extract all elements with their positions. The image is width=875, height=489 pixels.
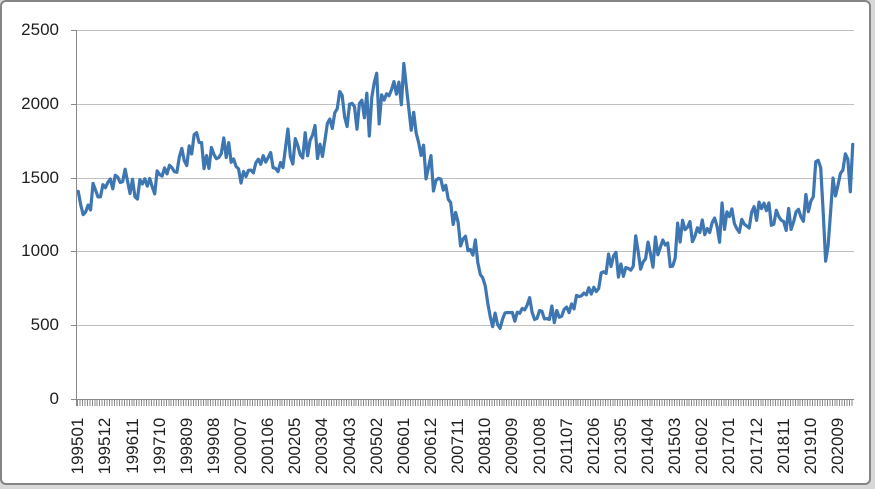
plot-area [76,30,855,399]
x-label-200403: 200403 [339,417,359,475]
x-label-201602: 201602 [692,417,712,475]
x-label-200909: 200909 [502,417,522,475]
x-label-200810: 200810 [475,417,495,475]
y-axis-line [76,30,77,406]
x-label-201404: 201404 [638,417,658,475]
y-label-2500: 2500 [21,20,59,39]
x-label-199908: 199908 [203,417,223,475]
y-tick-2000 [71,103,77,105]
y-label-0: 0 [49,389,59,408]
monthly-series-line [76,61,855,331]
y-label-500: 500 [30,315,59,335]
x-label-200205: 200205 [285,417,305,475]
x-label-200601: 200601 [393,417,413,475]
x-label-200007: 200007 [231,417,251,475]
x-label-201811: 201811 [773,418,793,474]
x-label-199501: 199501 [68,417,88,475]
y-tick-1500 [71,177,77,179]
gridline-2000 [77,103,854,105]
x-label-200612: 200612 [420,417,440,475]
x-label-201305: 201305 [610,417,630,475]
gridline-2500 [77,30,854,31]
x-label-201503: 201503 [665,417,685,475]
x-label-201008: 201008 [529,417,549,475]
gridline-1000 [77,251,854,253]
x-label-199710: 199710 [149,417,169,475]
y-label-2000: 2000 [21,93,59,113]
x-axis-line [77,399,854,400]
gridline-500 [77,325,854,327]
y-tick-2500 [71,30,77,31]
y-tick-1000 [71,251,77,253]
x-label-199611: 199611 [122,418,142,474]
y-tick-500 [71,325,77,327]
x-label-202009: 202009 [827,417,847,475]
x-label-201206: 201206 [583,417,603,475]
x-label-200304: 200304 [312,417,332,475]
x-label-201107: 201107 [556,418,576,474]
x-label-200502: 200502 [366,417,386,475]
x-label-201910: 201910 [800,417,820,475]
line-series-svg [76,61,855,331]
x-label-201712: 201712 [746,417,766,475]
gridline-1500 [77,177,854,179]
y-tick-0 [71,399,77,400]
y-label-1500: 1500 [21,167,59,187]
x-axis-minor-ticks [77,400,854,406]
x-label-199512: 199512 [95,417,115,475]
x-label-199809: 199809 [176,417,196,475]
x-label-201701: 201701 [719,417,739,475]
y-label-1000: 1000 [21,241,59,261]
x-label-200106: 200106 [258,417,278,475]
x-label-200711: 200711 [448,418,468,474]
